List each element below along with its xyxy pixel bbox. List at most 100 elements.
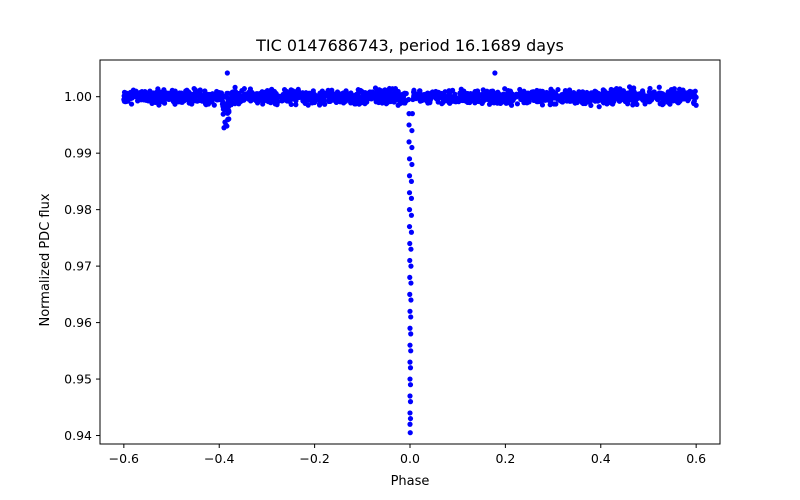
data-point bbox=[493, 92, 499, 98]
data-point bbox=[407, 359, 413, 365]
data-point bbox=[647, 98, 653, 105]
x-tick-label: −0.4 bbox=[204, 451, 234, 466]
data-point bbox=[529, 89, 535, 95]
data-points bbox=[121, 70, 699, 436]
data-point bbox=[407, 399, 414, 405]
data-point bbox=[270, 89, 276, 95]
data-point bbox=[409, 144, 415, 151]
data-point bbox=[206, 97, 212, 103]
data-point bbox=[661, 92, 667, 98]
data-point bbox=[263, 97, 270, 103]
data-point bbox=[159, 98, 165, 104]
data-point bbox=[407, 421, 413, 427]
data-point bbox=[378, 89, 384, 95]
data-point bbox=[503, 100, 509, 106]
y-tick-label: 0.94 bbox=[64, 428, 92, 443]
y-axis-label: Normalized PDC flux bbox=[38, 193, 53, 326]
data-point bbox=[408, 212, 415, 218]
data-point bbox=[407, 240, 413, 247]
data-point bbox=[631, 88, 637, 95]
data-point bbox=[492, 70, 498, 76]
data-point bbox=[249, 92, 255, 98]
data-point bbox=[681, 93, 688, 99]
data-point bbox=[408, 314, 414, 320]
data-point bbox=[596, 104, 602, 110]
data-point bbox=[642, 93, 648, 99]
data-point bbox=[517, 86, 523, 93]
data-point bbox=[408, 280, 414, 286]
data-point bbox=[665, 99, 671, 105]
y-tick-label: 0.96 bbox=[64, 315, 92, 330]
data-point bbox=[692, 88, 698, 94]
data-point bbox=[227, 100, 233, 106]
data-point bbox=[211, 102, 217, 108]
data-point bbox=[675, 94, 681, 100]
data-point bbox=[222, 107, 228, 113]
data-point bbox=[409, 111, 415, 117]
data-point bbox=[521, 94, 527, 101]
data-point bbox=[230, 89, 236, 96]
data-point bbox=[337, 95, 343, 101]
data-point bbox=[288, 101, 294, 108]
data-point bbox=[437, 91, 444, 97]
data-point bbox=[406, 156, 413, 162]
data-point bbox=[184, 87, 190, 93]
data-point bbox=[502, 96, 508, 102]
y-tick-label: 0.97 bbox=[64, 259, 92, 274]
data-point bbox=[171, 95, 177, 101]
data-point bbox=[571, 95, 577, 101]
data-point bbox=[242, 91, 248, 97]
data-point bbox=[491, 99, 498, 105]
data-point bbox=[408, 178, 415, 185]
data-point bbox=[382, 96, 388, 102]
data-point bbox=[135, 96, 141, 102]
data-point bbox=[338, 91, 344, 97]
data-point bbox=[687, 92, 693, 98]
data-point bbox=[408, 246, 414, 252]
data-point bbox=[318, 95, 324, 101]
data-point bbox=[186, 96, 192, 102]
y-tick-label: 0.99 bbox=[64, 146, 92, 161]
data-point bbox=[406, 139, 412, 145]
data-point bbox=[553, 101, 559, 107]
data-point bbox=[128, 101, 135, 107]
data-point bbox=[302, 97, 308, 104]
data-point bbox=[417, 88, 423, 94]
data-point bbox=[592, 98, 598, 104]
data-point bbox=[449, 95, 455, 101]
data-point bbox=[367, 90, 373, 96]
data-point bbox=[408, 263, 414, 269]
data-point bbox=[275, 94, 281, 100]
data-point bbox=[231, 93, 237, 99]
data-point bbox=[397, 99, 403, 105]
data-point bbox=[407, 365, 414, 371]
data-point bbox=[594, 92, 600, 98]
x-tick-label: −0.2 bbox=[299, 451, 329, 466]
data-point bbox=[502, 86, 508, 92]
y-tick-label: 0.98 bbox=[64, 202, 92, 217]
y-axis: 0.94 0.95 0.96 0.97 0.98 0.99 1.00 bbox=[64, 89, 100, 443]
data-point bbox=[391, 97, 397, 103]
x-tick-label: 0.0 bbox=[400, 451, 420, 466]
data-point bbox=[149, 96, 155, 102]
data-point bbox=[283, 92, 289, 98]
data-point bbox=[224, 70, 230, 76]
data-point bbox=[514, 101, 521, 107]
data-point bbox=[693, 102, 699, 108]
data-point bbox=[526, 95, 532, 101]
data-point bbox=[293, 102, 299, 108]
data-point bbox=[145, 93, 152, 100]
data-point bbox=[555, 86, 561, 93]
data-point bbox=[642, 101, 648, 107]
data-point bbox=[668, 94, 674, 100]
data-point bbox=[611, 87, 617, 93]
data-point bbox=[408, 297, 414, 303]
data-point bbox=[516, 92, 522, 98]
data-point bbox=[194, 98, 200, 104]
data-point bbox=[225, 90, 231, 96]
data-point bbox=[352, 101, 358, 107]
data-point bbox=[408, 331, 414, 337]
data-point bbox=[566, 96, 572, 103]
data-point bbox=[406, 207, 413, 213]
data-point bbox=[617, 86, 623, 92]
